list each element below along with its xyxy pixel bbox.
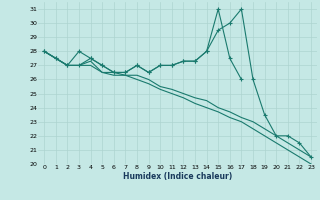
X-axis label: Humidex (Indice chaleur): Humidex (Indice chaleur) bbox=[123, 172, 232, 181]
